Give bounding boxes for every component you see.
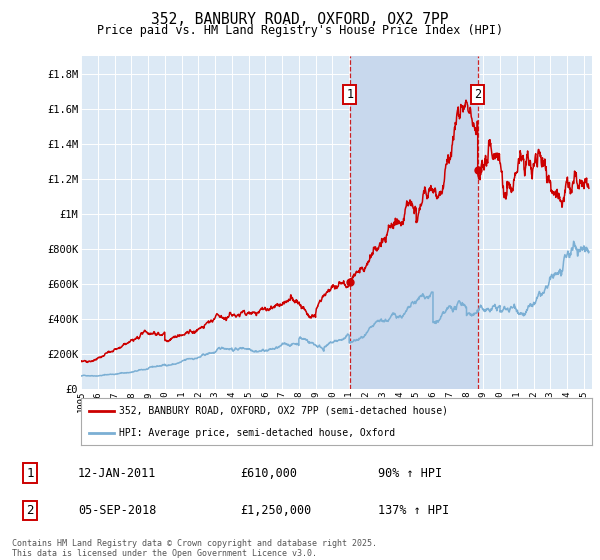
Text: 1: 1: [346, 88, 353, 101]
Text: £1,250,000: £1,250,000: [240, 505, 311, 517]
Text: 2: 2: [474, 88, 481, 101]
Text: 1: 1: [26, 466, 34, 479]
Text: 352, BANBURY ROAD, OXFORD, OX2 7PP: 352, BANBURY ROAD, OXFORD, OX2 7PP: [151, 12, 449, 27]
Text: 2: 2: [26, 505, 34, 517]
Text: HPI: Average price, semi-detached house, Oxford: HPI: Average price, semi-detached house,…: [119, 428, 395, 438]
Text: £610,000: £610,000: [240, 466, 297, 479]
Text: Price paid vs. HM Land Registry's House Price Index (HPI): Price paid vs. HM Land Registry's House …: [97, 24, 503, 37]
Text: 137% ↑ HPI: 137% ↑ HPI: [378, 505, 449, 517]
Text: Contains HM Land Registry data © Crown copyright and database right 2025.
This d: Contains HM Land Registry data © Crown c…: [12, 539, 377, 558]
Text: 12-JAN-2011: 12-JAN-2011: [78, 466, 157, 479]
Bar: [350, 56, 478, 389]
Text: 05-SEP-2018: 05-SEP-2018: [78, 505, 157, 517]
Text: 90% ↑ HPI: 90% ↑ HPI: [378, 466, 442, 479]
Text: 352, BANBURY ROAD, OXFORD, OX2 7PP (semi-detached house): 352, BANBURY ROAD, OXFORD, OX2 7PP (semi…: [119, 406, 448, 416]
